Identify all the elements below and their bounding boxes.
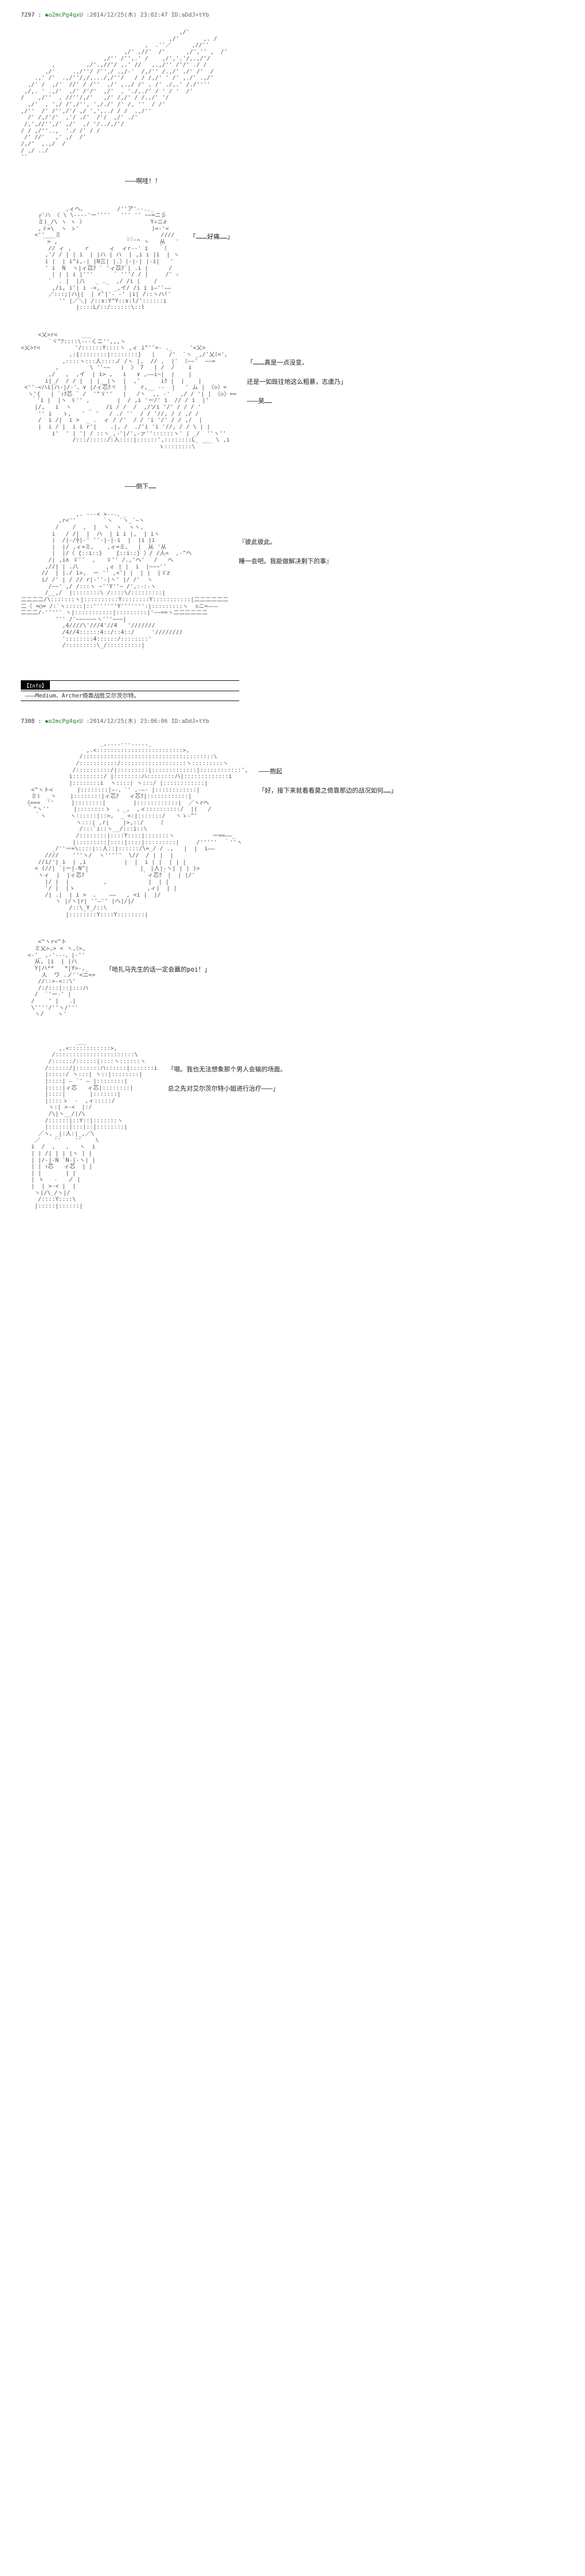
post-trip-2: ◆o2mcPg4qxU — [45, 718, 83, 724]
caption-win: 「哈扎马先生的话一定会赢的poi！」 — [106, 965, 564, 974]
caption-imagine-b: 总之先对艾尔茨尔特小姐进行治疗———」 — [168, 1084, 564, 1093]
caption-mutual-a: 『彼此彼此。 — [239, 537, 564, 546]
info-text: ———Medium、Archer倚靠战胜艾尔茨尔特。 — [21, 691, 139, 700]
caption-check: 「好，接下来就看看莫之倚靠那边的战况如何……」 — [258, 786, 564, 795]
post-header-1: 7297 : ◆o2mcPg4qxU :2014/12/25(木) 23:02:… — [21, 10, 564, 19]
caption-imagine-a: 「嗯。我也无法想象那个男人会输的场面。 — [168, 1065, 564, 1073]
caption-unchanged-a: 「………真是一点没变。 — [247, 358, 564, 367]
caption-unchanged-b: 还是一如既往地这么粗暴，志虞乃」 — [247, 377, 564, 386]
info-box: 【Info】 ———Medium、Archer倚靠战胜艾尔茨尔特。 — [21, 680, 564, 701]
caption-hao: ———昊…… — [247, 396, 564, 405]
caption-collapse: ———倒下…… — [21, 482, 564, 490]
post-trip: ◆o2mcPg4qxU — [45, 11, 83, 18]
post-id: ID:aDdJ+tYb — [171, 11, 209, 18]
caption-hurt: 「………好痛……」 — [190, 232, 564, 241]
ascii-diagonal-lines: ,/' ,/' ,. / , .''／ ,//'' ,/' ,//' /' ,/… — [21, 29, 564, 161]
ascii-battle: <乂>r< ___ `ヾ^ｱ::::\‐--くニ'',,,ヽ <乂>r< '/:… — [21, 332, 237, 450]
post-num: 7297 — [21, 11, 35, 18]
caption-mutual-b: 睡一会吧。我能做解决剩下的事』 — [239, 556, 564, 565]
caption-scream: ———啊哇！！ — [21, 176, 564, 185]
post-date-2: :2014/12/25(木) 23:06:06 — [86, 718, 168, 724]
post-header-2: 7308 : ◆o2mcPg4qxU :2014/12/25(木) 23:06:… — [21, 717, 564, 725]
ascii-girl: ,. ---< >---、_ ,r<'' `ヽ `ヽ_´~ヽ / / , | ヽ… — [21, 511, 228, 649]
post-num-2: 7308 — [21, 718, 35, 724]
info-label: 【Info】 — [21, 681, 50, 690]
caption-pickup: ———抱起 — [258, 767, 564, 775]
ascii-small: <^ヽr<^ト ミ乂>,> < ヽ,ﾐ>, <-'_ ,-'---、|‐'' 从… — [21, 939, 95, 1018]
post-date: :2014/12/25(木) 23:02:47 — [86, 11, 168, 18]
post-id-2: ID:aDdJ+tYb — [171, 718, 209, 724]
ascii-carry: _,....---....._ ,.<:::::::::::::::::::::… — [21, 741, 248, 918]
ascii-fallen: ,ィヘ、 /''ア'--.._ ┌'ハ 〈 \ \‐---'ー'''' ''' … — [21, 206, 179, 311]
ascii-large: ___ ,.<::::::::::::>, /:::::::::::::::::… — [21, 1039, 158, 1210]
